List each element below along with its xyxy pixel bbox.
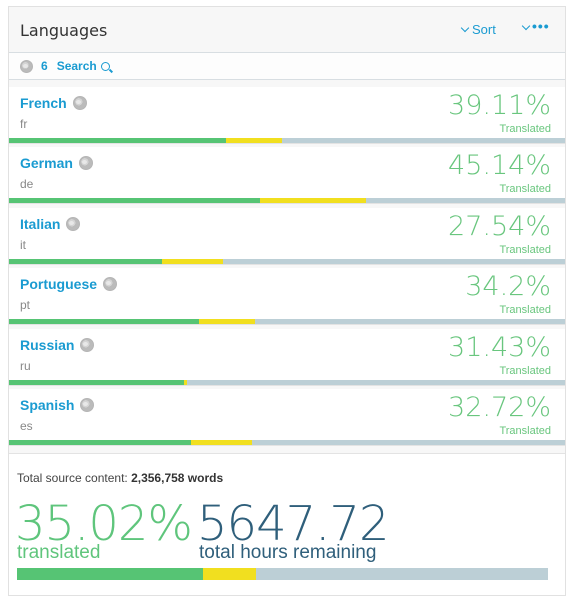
language-name[interactable]: German	[20, 155, 93, 171]
language-name[interactable]: Spanish	[20, 397, 95, 413]
globe-icon	[80, 398, 95, 412]
globe-icon	[80, 338, 95, 352]
chevron-down-icon	[460, 23, 470, 32]
globe-icon	[72, 96, 87, 110]
globe-icon	[20, 59, 33, 73]
progress-bar	[9, 138, 565, 143]
progress-review	[226, 138, 283, 143]
language-percent: 32.72%	[448, 392, 551, 423]
language-code: pt	[20, 298, 31, 312]
language-percent: 39.11%	[448, 90, 551, 121]
language-percent: 45.14%	[448, 150, 551, 181]
ellipsis-icon: •••	[532, 18, 550, 34]
sort-button[interactable]: Sort	[460, 22, 496, 37]
progress-bar	[9, 198, 565, 203]
progress-review	[162, 259, 224, 264]
language-percent: 34.2%	[465, 271, 551, 302]
language-status: Translated	[499, 244, 551, 256]
language-code: fr	[20, 117, 28, 131]
progress-bar	[9, 440, 565, 445]
language-code: es	[20, 419, 33, 433]
sort-label: Sort	[472, 22, 496, 37]
progress-translated	[9, 259, 163, 264]
progress-translated	[9, 138, 227, 143]
search-icon	[100, 61, 110, 71]
total-words: 2,356,758 words	[131, 471, 224, 485]
progress-review	[202, 568, 257, 580]
overall-progress-bar	[17, 568, 548, 580]
language-percent: 31.43%	[448, 332, 551, 363]
overall-translated-percent: 35.02%	[15, 496, 193, 552]
progress-bar	[9, 380, 565, 385]
language-name[interactable]: French	[20, 95, 87, 111]
translation-summary: Total source content: 2,356,758 words 35…	[9, 453, 565, 595]
languages-panel: Languages Sort ••• 6 Search French fr 39…	[8, 6, 566, 596]
language-row-russian[interactable]: Russian ru 31.43% Translated	[9, 329, 565, 386]
chevron-down-icon	[521, 21, 531, 31]
globe-icon	[103, 277, 118, 291]
language-name[interactable]: Italian	[20, 216, 81, 232]
progress-review	[183, 380, 187, 385]
language-name[interactable]: Russian	[20, 337, 95, 353]
language-row-french[interactable]: French fr 39.11% Translated	[9, 87, 565, 144]
search-button[interactable]: Search	[57, 59, 110, 73]
overall-translated-label: translated	[17, 542, 101, 563]
panel-title: Languages	[20, 21, 108, 40]
progress-review	[199, 319, 255, 324]
panel-header: Languages Sort •••	[9, 7, 565, 53]
progress-translated	[9, 380, 184, 385]
language-status: Translated	[499, 183, 551, 195]
globe-icon	[66, 217, 81, 231]
progress-translated	[9, 319, 200, 324]
language-status: Translated	[499, 304, 551, 316]
progress-translated	[9, 440, 191, 445]
language-code: ru	[20, 359, 31, 373]
total-hours-label: total hours remaining	[199, 542, 377, 563]
language-status: Translated	[499, 123, 551, 135]
search-label: Search	[56, 59, 97, 73]
progress-bar	[9, 319, 565, 324]
language-code: it	[20, 238, 26, 252]
progress-bar	[9, 259, 565, 264]
more-options-button[interactable]: •••	[521, 18, 550, 34]
language-row-italian[interactable]: Italian it 27.54% Translated	[9, 208, 565, 265]
language-row-portuguese[interactable]: Portuguese pt 34.2% Translated	[9, 268, 565, 325]
language-name[interactable]: Portuguese	[20, 276, 118, 292]
language-code: de	[20, 177, 34, 191]
language-status: Translated	[499, 365, 551, 377]
language-status: Translated	[499, 425, 551, 437]
progress-translated	[17, 568, 203, 580]
progress-review	[190, 440, 253, 445]
language-row-german[interactable]: German de 45.14% Translated	[9, 147, 565, 204]
language-row-spanish[interactable]: Spanish es 32.72% Translated	[9, 389, 565, 446]
language-toolbar: 6 Search	[9, 53, 565, 80]
total-hours-remaining: 5647.72	[197, 496, 389, 552]
progress-review	[259, 198, 366, 203]
total-source-content: Total source content: 2,356,758 words	[17, 471, 224, 485]
progress-translated	[9, 198, 260, 203]
language-count: 6	[41, 59, 48, 73]
globe-icon	[78, 156, 93, 170]
language-percent: 27.54%	[448, 211, 551, 242]
